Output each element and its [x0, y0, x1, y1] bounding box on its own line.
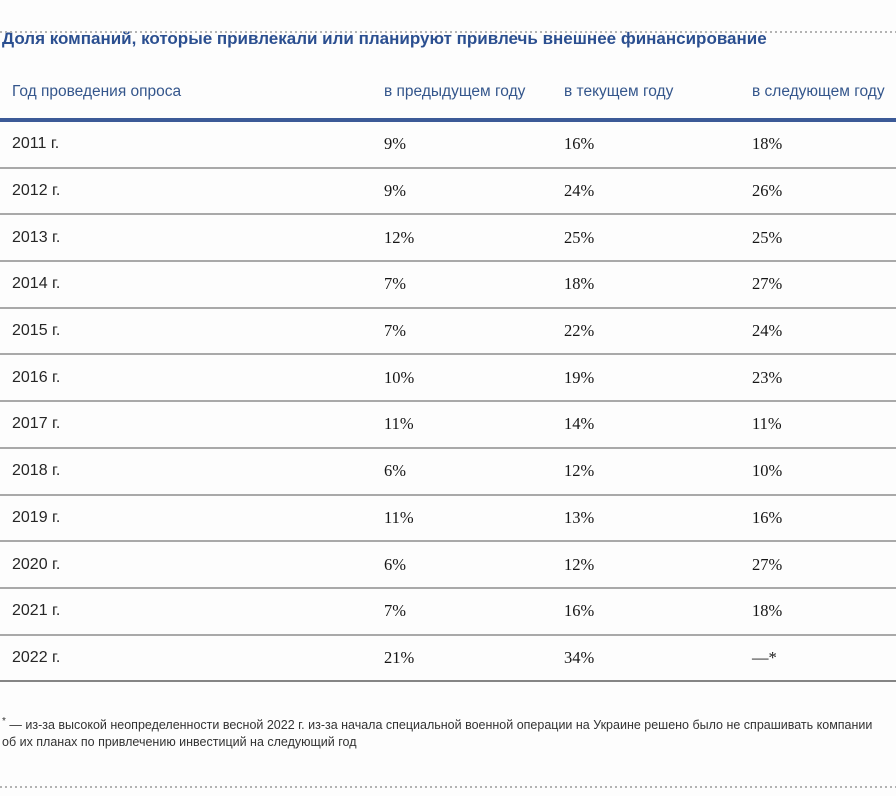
next-year-value-cell: 24% — [752, 321, 783, 341]
previous-year-value-cell: 7% — [384, 321, 406, 341]
table-row: 2017 г. 11% 14% 11% — [0, 402, 896, 449]
current-year-value-cell: 25% — [564, 227, 595, 247]
current-year-value-cell: 24% — [564, 181, 595, 201]
footnote-text: — из-за высокой неопределенности весной … — [2, 718, 873, 749]
year-cell: 2014 г. — [12, 275, 61, 293]
year-cell: 2021 г. — [12, 602, 61, 620]
previous-year-value-cell: 10% — [384, 367, 415, 387]
previous-year-value-cell: 7% — [384, 274, 406, 294]
current-year-value-cell: 22% — [564, 321, 595, 341]
column-header-previous-year: в предыдущем году — [384, 83, 526, 100]
year-cell: 2015 г. — [12, 322, 61, 340]
current-year-value-cell: 18% — [564, 274, 595, 294]
previous-year-value-cell: 7% — [384, 601, 406, 621]
next-year-value-cell: 18% — [752, 601, 783, 621]
table-header: Год проведения опроса в предыдущем году … — [0, 82, 896, 122]
footnote-marker: * — [2, 716, 6, 728]
table-row: 2015 г. 7% 22% 24% — [0, 309, 896, 356]
year-cell: 2013 г. — [12, 228, 61, 246]
previous-year-value-cell: 9% — [384, 134, 406, 154]
current-year-value-cell: 16% — [564, 134, 595, 154]
table-row: 2014 г. 7% 18% 27% — [0, 262, 896, 309]
top-dotted-rule — [0, 31, 896, 33]
next-year-value-cell: 10% — [752, 461, 783, 481]
year-cell: 2012 г. — [12, 182, 61, 200]
current-year-value-cell: 12% — [564, 461, 595, 481]
table-row: 2022 г. 21% 34% —* — [0, 636, 896, 683]
next-year-value-cell: 26% — [752, 181, 783, 201]
footnote: * — из-за высокой неопределенности весно… — [2, 714, 884, 750]
current-year-value-cell: 14% — [564, 414, 595, 434]
next-year-value-cell: 16% — [752, 507, 783, 527]
current-year-value-cell: 34% — [564, 647, 595, 667]
previous-year-value-cell: 11% — [384, 414, 414, 434]
table-row: 2012 г. 9% 24% 26% — [0, 169, 896, 216]
year-cell: 2017 г. — [12, 415, 61, 433]
current-year-value-cell: 12% — [564, 554, 595, 574]
next-year-value-cell: 27% — [752, 554, 783, 574]
bottom-dotted-rule — [0, 786, 896, 788]
column-header-next-year: в следующем году — [752, 83, 885, 100]
column-header-year: Год проведения опроса — [12, 83, 182, 100]
previous-year-value-cell: 12% — [384, 227, 415, 247]
table-row: 2021 г. 7% 16% 18% — [0, 589, 896, 636]
current-year-value-cell: 13% — [564, 507, 595, 527]
table-row: 2016 г. 10% 19% 23% — [0, 355, 896, 403]
year-cell: 2016 г. — [12, 368, 61, 386]
table-row: 2011 г. 9% 16% 18% — [0, 122, 896, 169]
current-year-value-cell: 19% — [564, 367, 595, 387]
previous-year-value-cell: 21% — [384, 647, 415, 667]
next-year-value-cell: 18% — [752, 134, 783, 154]
next-year-value-cell: 23% — [752, 367, 783, 387]
chart-title: Доля компаний, которые привлекали или пл… — [2, 29, 767, 48]
year-cell: 2018 г. — [12, 462, 61, 480]
previous-year-value-cell: 6% — [384, 461, 406, 481]
financing-table: Год проведения опроса в предыдущем году … — [0, 82, 896, 683]
table-row: 2018 г. 6% 12% 10% — [0, 449, 896, 496]
table-body: 2011 г. 9% 16% 18% 2012 г. 9% 24% 26% 20… — [0, 122, 896, 683]
previous-year-value-cell: 9% — [384, 181, 406, 201]
column-header-current-year: в текущем году — [564, 83, 674, 100]
next-year-value-cell: 27% — [752, 274, 783, 294]
table-row: 2019 г. 11% 13% 16% — [0, 496, 896, 543]
next-year-value-cell: 11% — [752, 414, 782, 434]
previous-year-value-cell: 11% — [384, 507, 414, 527]
current-year-value-cell: 16% — [564, 601, 595, 621]
next-year-value-cell: 25% — [752, 227, 783, 247]
year-cell: 2020 г. — [12, 555, 61, 573]
table-row: 2013 г. 12% 25% 25% — [0, 215, 896, 263]
year-cell: 2019 г. — [12, 508, 61, 526]
table-row: 2020 г. 6% 12% 27% — [0, 542, 896, 589]
year-cell: 2022 г. — [12, 648, 61, 666]
previous-year-value-cell: 6% — [384, 554, 406, 574]
next-year-value-cell: —* — [752, 647, 777, 667]
year-cell: 2011 г. — [12, 135, 60, 153]
